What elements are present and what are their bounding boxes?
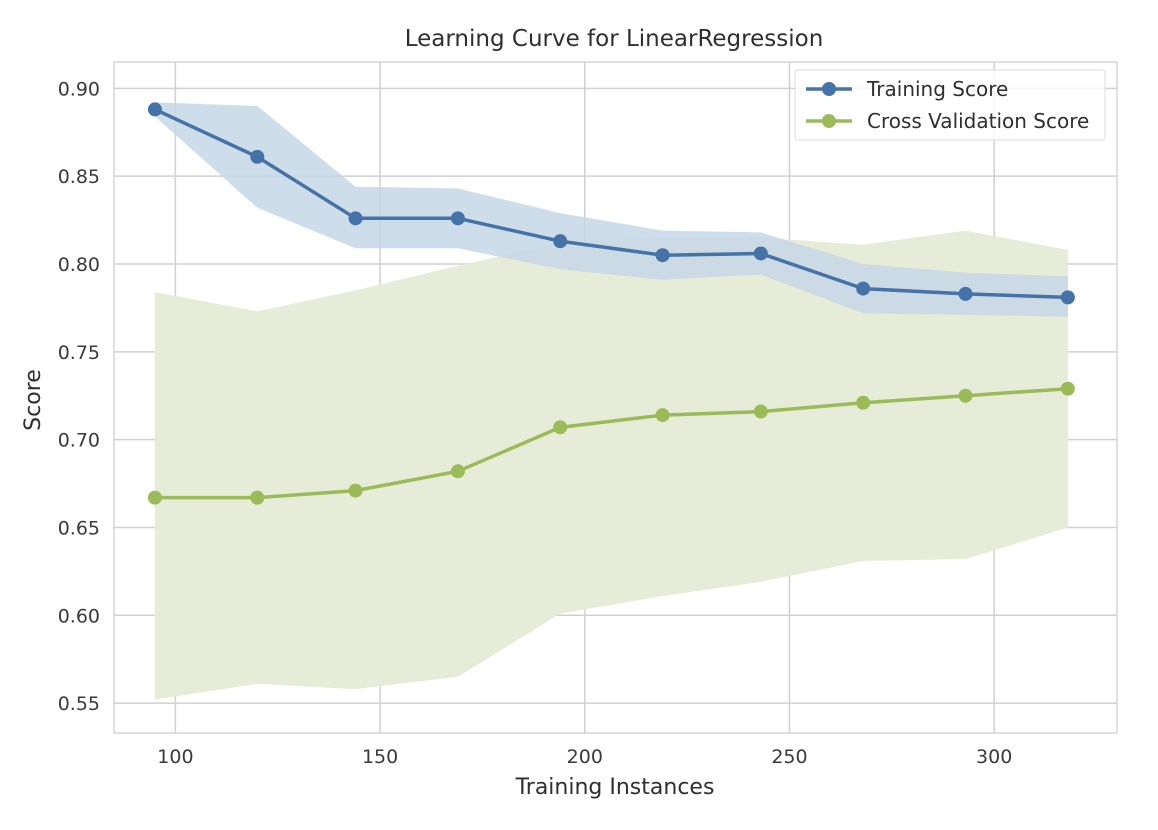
legend-training-label: Training Score [866,77,1008,101]
cv-score-point [856,395,871,410]
x-tick-label: 300 [976,746,1012,768]
legend-cv-marker [822,114,836,128]
x-tick-label: 200 [567,746,603,768]
y-tick-label: 0.90 [58,78,100,100]
x-axis-label: Training Instances [515,775,715,800]
x-tick-label: 250 [771,746,807,768]
training-score-point [856,281,871,296]
training-score-point [1060,290,1075,305]
y-tick-label: 0.65 [58,517,100,539]
cv-score-point [250,490,265,505]
cv-score-band [154,230,1068,700]
tick-labels: 100 150 200 250 300 0.55 0.60 0.65 0.70 0.75 0.80 0… [58,78,1013,768]
y-tick-label: 0.55 [58,693,100,715]
cv-score-point [753,404,768,419]
training-score-point [753,246,768,261]
legend-cv-label: Cross Validation Score [867,109,1089,133]
legend: Training Score Cross Validation Score [794,69,1106,141]
y-axis-label: Score [21,369,46,431]
cv-score-point [147,490,162,505]
cv-score-point [1060,381,1075,396]
cv-score-line [154,386,1069,500]
confidence-bands [154,102,1068,700]
training-score-point [147,102,162,117]
training-score-point [958,286,973,301]
legend-box [794,69,1106,141]
training-score-point [450,211,465,226]
cv-score-point [553,420,568,435]
x-tick-label: 150 [362,746,398,768]
y-tick-label: 0.60 [58,605,100,627]
series-lines [154,107,1069,500]
training-score-point [348,211,363,226]
cv-score-point [348,483,363,498]
y-tick-label: 0.70 [58,430,100,452]
y-tick-label: 0.75 [58,342,100,364]
training-score-line [154,107,1068,300]
training-score-band [154,102,1068,317]
training-score-point [655,248,670,263]
training-score-point [553,234,568,249]
y-tick-label: 0.80 [58,254,100,276]
cv-score-point [655,408,670,423]
cv-score-point [958,388,973,403]
cv-score-point [450,464,465,479]
training-score-point [250,149,265,164]
chart-title: Learning Curve for LinearRegression [405,26,824,52]
x-tick-label: 100 [157,746,193,768]
legend-training-marker [822,82,836,96]
y-tick-label: 0.85 [58,166,100,188]
series-points [147,102,1075,505]
